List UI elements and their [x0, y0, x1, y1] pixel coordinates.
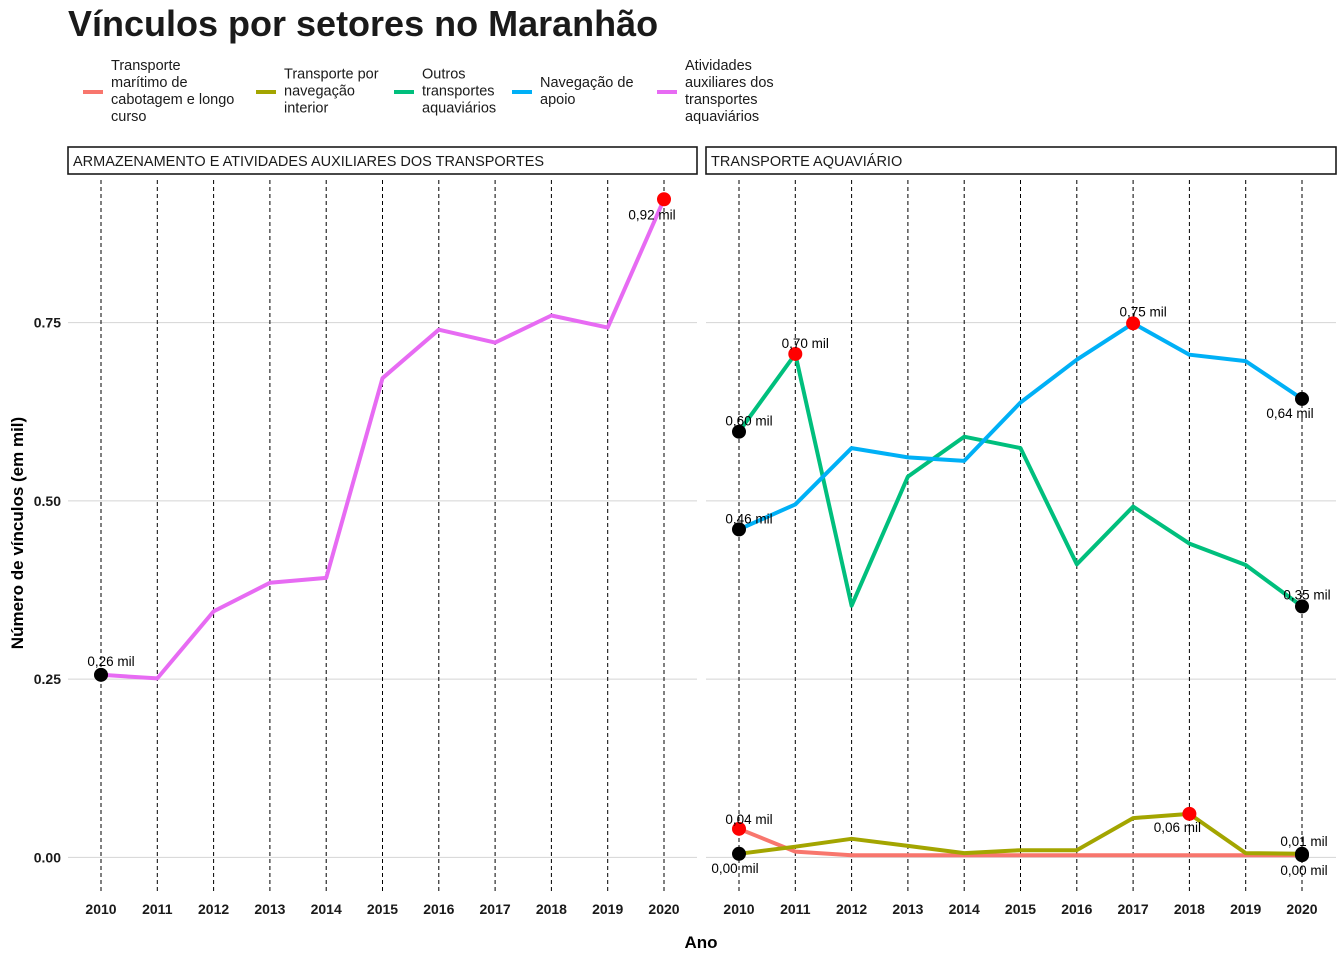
panel-strip [67, 146, 698, 175]
x-tick-label: 2017 [480, 901, 511, 917]
point-cabotagem-2020 [1295, 848, 1309, 863]
point-label: 0,35 mil [1283, 587, 1330, 602]
panel-strip [705, 146, 1337, 175]
legend-item-apoio: Navegação de apoio [512, 75, 634, 108]
point-label: 0,04 mil [725, 812, 772, 827]
panel-1: ARMAZENAMENTO E ATIVIDADES AUXILIARES DO… [67, 146, 698, 917]
panel-strip-label: ARMAZENAMENTO E ATIVIDADES AUXILIARES DO… [73, 154, 544, 170]
point-auxiliares-2010 [94, 667, 108, 682]
x-tick-label: 2019 [592, 901, 623, 917]
legend-label-apoio: Navegação de apoio [540, 75, 634, 108]
x-tick-label: 2010 [723, 901, 754, 917]
y-tick-label: 0.50 [34, 493, 61, 509]
legend-label-line: Navegação de [540, 75, 634, 91]
series-line-auxiliares [99, 197, 666, 681]
chart-title: Vínculos por setores no Maranhão [68, 3, 658, 44]
y-tick-label: 0.25 [34, 671, 61, 687]
point-label: 0,06 mil [1154, 820, 1201, 835]
legend-label-line: Transporte por [284, 67, 379, 83]
series-line-outros [737, 352, 1304, 609]
legend: Transporte marítimo de cabotagem e longo cu… [83, 58, 774, 125]
legend-label-auxiliares: Atividades auxiliares dos transportes aquav… [685, 58, 774, 125]
legend-label-line: marítimo de [111, 75, 188, 91]
legend-item-outros: Outros transportes aquaviários [394, 67, 496, 117]
legend-label-line: aquaviários [685, 109, 759, 125]
point-outros-2010 [732, 424, 746, 439]
x-tick-label: 2014 [311, 901, 342, 917]
point-label: 0,70 mil [782, 336, 829, 351]
point-label: 0,00 mil [1280, 863, 1327, 878]
x-tick-label: 2011 [142, 901, 173, 917]
x-tick-label: 2020 [648, 901, 679, 917]
panels: ARMAZENAMENTO E ATIVIDADES AUXILIARES DO… [34, 146, 1337, 917]
legend-label-interior: Transporte por navegação interior [284, 67, 379, 117]
y-axis-title: Número de vínculos (em mil) [8, 417, 27, 649]
point-label: 0,75 mil [1119, 304, 1166, 319]
point-label: 0,00 mil [711, 861, 758, 876]
x-tick-label: 2018 [536, 901, 567, 917]
legend-label-line: Transporte [111, 58, 181, 74]
x-tick-label: 2015 [1005, 901, 1036, 917]
legend-label-outros: Outros transportes aquaviários [422, 67, 496, 117]
point-label: 0,46 mil [725, 511, 772, 526]
x-tick-label: 2012 [198, 901, 229, 917]
x-tick-label: 2017 [1118, 901, 1149, 917]
legend-label-line: transportes [422, 84, 495, 100]
legend-item-auxiliares: Atividades auxiliares dos transportes aquav… [657, 58, 774, 125]
legend-item-cabotagem: Transporte marítimo de cabotagem e longo cu… [83, 58, 234, 125]
x-tick-label: 2018 [1174, 901, 1205, 917]
x-tick-label: 2016 [423, 901, 454, 917]
point-interior-2010 [732, 846, 746, 861]
legend-label-line: interior [284, 101, 328, 117]
point-outros-2011 [788, 346, 803, 361]
point-label: 0,60 mil [725, 414, 772, 429]
series-line-interior [737, 811, 1304, 856]
x-axis-title: Ano [684, 933, 717, 952]
x-tick-label: 2015 [367, 901, 398, 917]
series-line-cabotagem [737, 826, 1304, 858]
x-tick-label: 2013 [254, 901, 285, 917]
legend-label-line: Outros [422, 67, 466, 83]
y-tick-label: 0.75 [34, 315, 61, 331]
point-outros-2020 [1295, 599, 1309, 614]
point-interior-2018 [1182, 806, 1197, 821]
point-apoio-2010 [732, 522, 746, 537]
point-apoio-2020 [1295, 391, 1309, 406]
point-cabotagem-2010 [732, 821, 746, 836]
x-tick-label: 2014 [949, 901, 980, 917]
legend-label-line: aquaviários [422, 101, 496, 117]
x-tick-label: 2012 [836, 901, 867, 917]
legend-item-interior: Transporte por navegação interior [256, 67, 379, 117]
x-tick-label: 2019 [1230, 901, 1261, 917]
panel-strip-label: TRANSPORTE AQUAVIÁRIO [711, 153, 902, 170]
x-tick-label: 2020 [1286, 901, 1317, 917]
point-label: 0,64 mil [1266, 406, 1313, 421]
x-tick-label: 2016 [1061, 901, 1092, 917]
panel-2: TRANSPORTE AQUAVIÁRIO 2010 2011 2012 2013 201… [705, 146, 1337, 917]
legend-label-line: curso [111, 109, 146, 125]
series-line-apoio [737, 321, 1304, 532]
legend-label-line: transportes [685, 92, 758, 108]
y-tick-label: 0.00 [34, 849, 61, 865]
x-tick-label: 2011 [780, 901, 811, 917]
point-apoio-2017 [1126, 316, 1141, 331]
legend-label-line: cabotagem e longo [111, 92, 234, 108]
legend-label-line: navegação [284, 84, 355, 100]
point-auxiliares-2020 [657, 192, 671, 207]
legend-label-line: apoio [540, 92, 575, 108]
legend-label-line: auxiliares dos [685, 75, 774, 91]
legend-label-line: Atividades [685, 58, 752, 74]
point-label: 0,92 mil [628, 207, 675, 222]
point-label: 0,01 mil [1280, 834, 1327, 849]
x-tick-label: 2010 [85, 901, 116, 917]
point-label: 0,26 mil [87, 654, 134, 669]
x-tick-label: 2013 [892, 901, 923, 917]
legend-label-cabotagem: Transporte marítimo de cabotagem e longo cu… [111, 58, 234, 125]
